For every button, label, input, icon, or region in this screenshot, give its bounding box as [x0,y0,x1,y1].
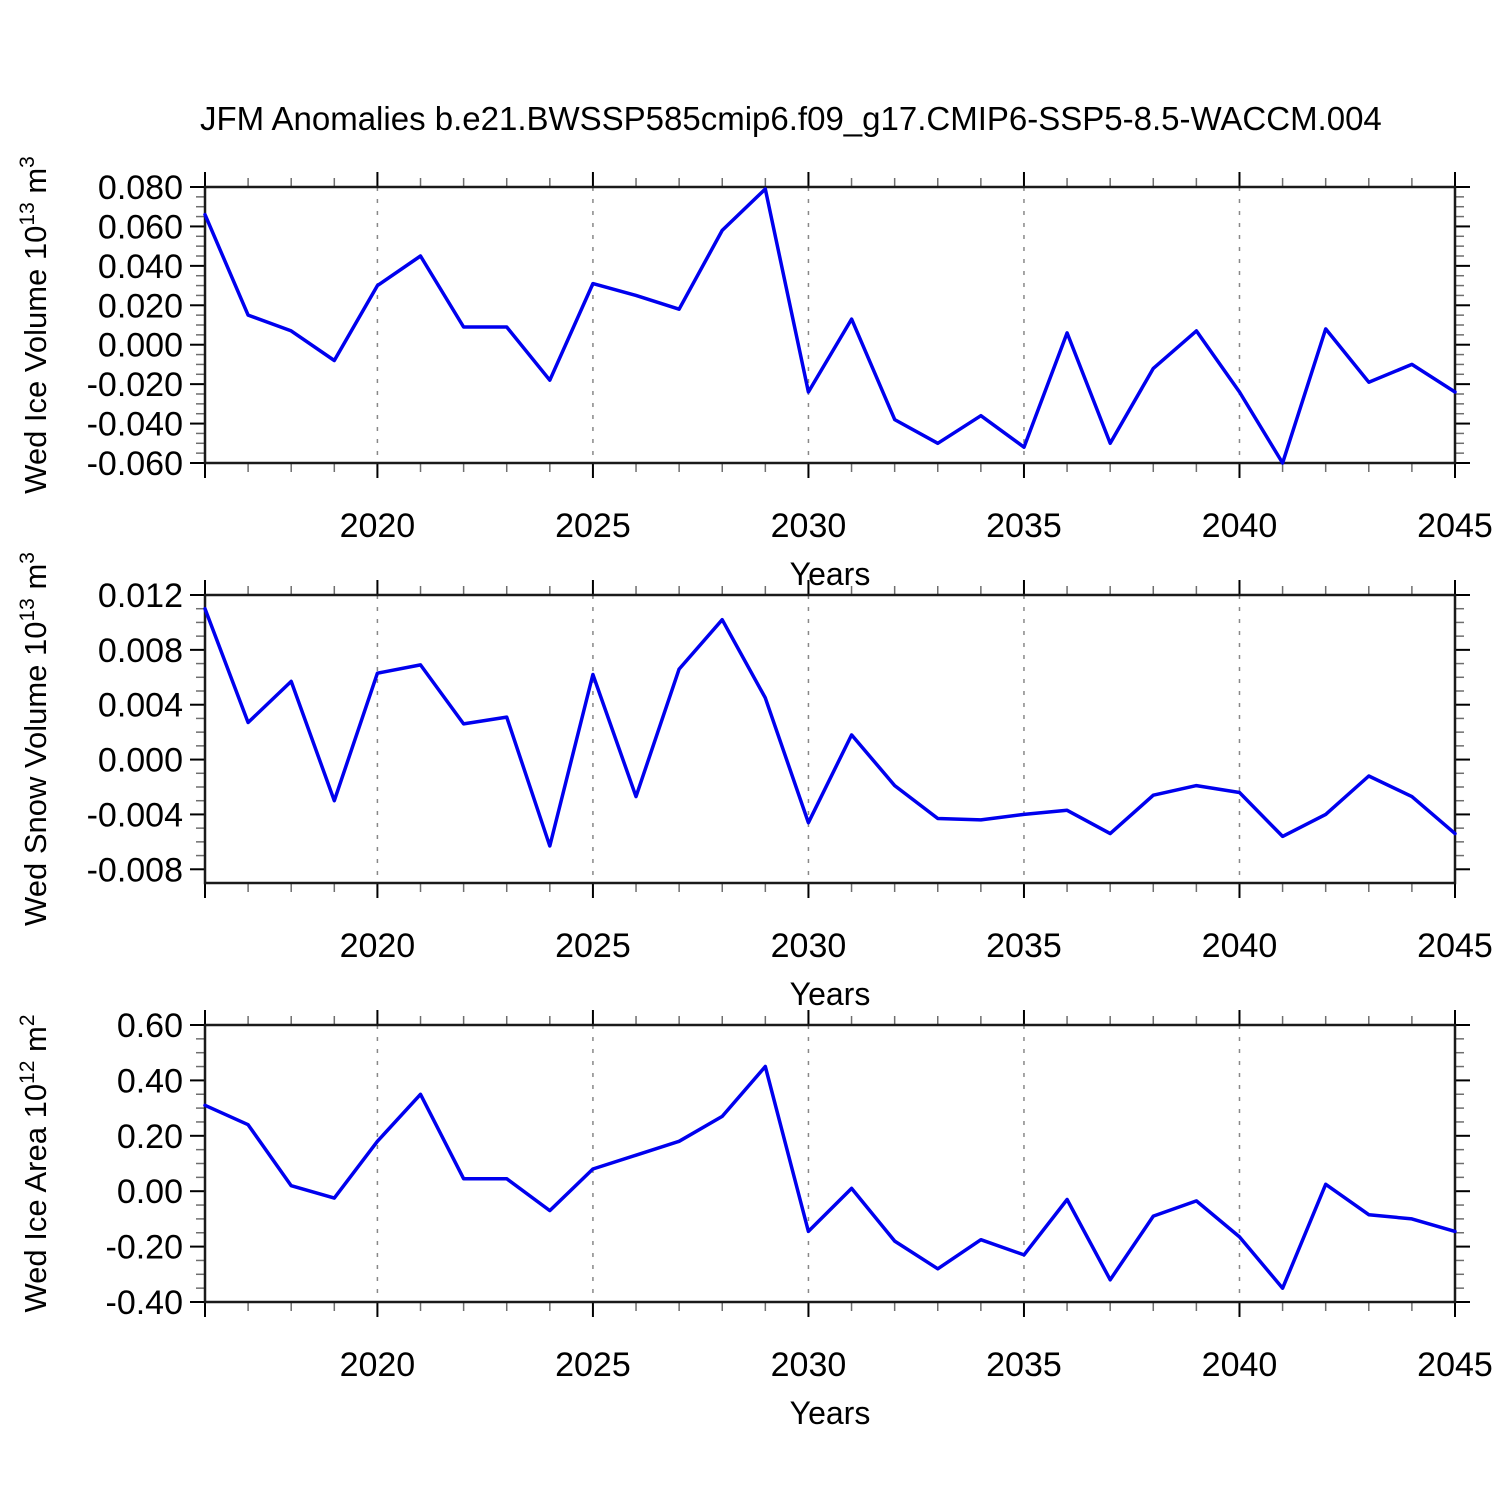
y-axis-title: Wed Snow Volume 1013 m3 [16,552,53,926]
x-tick-label: 2025 [555,927,631,965]
plot-frame [203,1023,1457,1304]
y-tick-label: -0.020 [87,366,183,404]
x-tick-label: 2040 [1202,507,1278,545]
y-tick-label: -0.040 [87,406,183,444]
figure-title: JFM Anomalies b.e21.BWSSP585cmip6.f09_g1… [200,100,1382,137]
x-tick-label: 2035 [986,927,1062,965]
y-tick-label: 0.00 [117,1173,183,1211]
plot-frame [203,593,1457,885]
chart-panels: 2020 2025 2030 2035 2040 20450.0800.0600.0400… [16,156,1493,1431]
y-tick-label: 0.008 [98,632,183,670]
y-tick-label: 0.20 [117,1118,183,1156]
y-tick-label: -0.20 [106,1229,184,1267]
x-tick-label: 2040 [1202,927,1278,965]
y-tick-label: 0.000 [98,742,183,780]
y-tick-label: 0.040 [98,248,183,286]
x-tick-label: 2030 [771,927,847,965]
x-axis-title: Years [790,556,871,592]
x-tick-label: 2035 [986,507,1062,545]
x-tick-label: 2040 [1202,1346,1278,1384]
y-tick-label: 0.080 [98,169,183,207]
wed-snow-volume-line [203,606,1457,848]
y-tick-label: 0.060 [98,208,183,246]
y-tick-label: 0.020 [98,287,183,325]
y-tick-label: -0.004 [87,796,183,834]
x-tick-label: 2020 [340,1346,416,1384]
y-tick-label: 0.60 [117,1007,183,1045]
wed-ice-area-line [203,1064,1457,1290]
x-axis-title: Years [790,1395,871,1431]
y-tick-label: 0.40 [117,1062,183,1100]
y-tick-label: -0.008 [87,851,183,889]
x-tick-label: 2045 [1417,507,1493,545]
y-tick-label: 0.004 [98,687,183,725]
wed-snow-volume-chart: 2020 2025 2030 2035 2040 2045 0.012 0.008 0.004 0… [16,552,1493,1012]
x-tick-label: 2030 [771,507,847,545]
wed-ice-area-chart: 2020 2025 2030 2035 2040 2045 0.60 0.40 0.20 0.00… [16,1007,1493,1431]
x-tick-label: 2045 [1417,927,1493,965]
y-tick-label: 0.012 [98,577,183,615]
x-tick-label: 2020 [340,507,416,545]
x-tick-label: 2025 [555,507,631,545]
wed-ice-volume-line [203,187,1457,465]
x-tick-label: 2045 [1417,1346,1493,1384]
x-tick-label: 2020 [340,927,416,965]
wed-ice-volume-chart: 2020 2025 2030 2035 2040 20450.0800.0600.0400… [16,156,1493,592]
y-tick-label: -0.060 [87,445,183,483]
y-tick-label: -0.40 [106,1284,184,1322]
x-tick-label: 2030 [771,1346,847,1384]
plot-frame [203,185,1457,465]
y-tick-label: 0.000 [98,327,183,365]
y-axis-title: Wed Ice Volume 1013 m3 [16,156,53,494]
x-tick-label: 2035 [986,1346,1062,1384]
x-tick-label: 2025 [555,1346,631,1384]
x-axis-title: Years [790,976,871,1012]
y-axis-title: Wed Ice Area 1012 m2 [16,1014,53,1312]
